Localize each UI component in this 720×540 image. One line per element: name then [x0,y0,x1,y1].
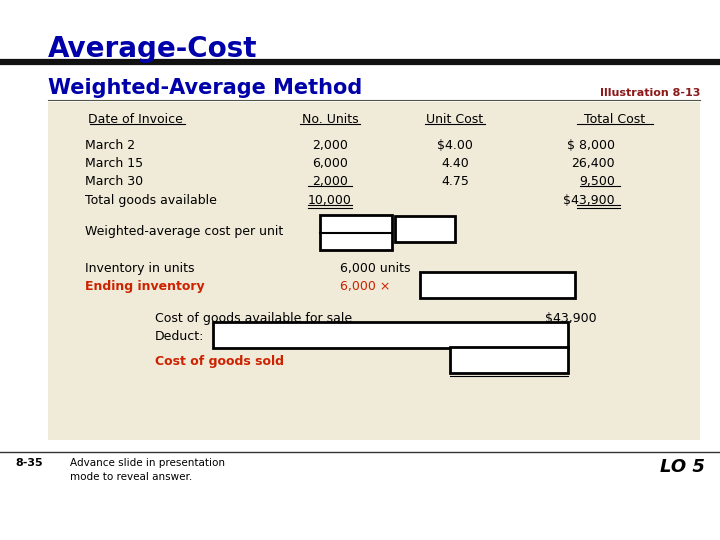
Text: Unit Cost: Unit Cost [426,113,484,126]
Text: Advance slide in presentation: Advance slide in presentation [70,458,225,468]
Bar [420,272,575,298]
Text: March 30: March 30 [85,175,143,188]
Text: 6,000 units: 6,000 units [340,262,410,275]
Text: 2,000: 2,000 [312,175,348,188]
Text: March 15: March 15 [85,157,143,170]
Text: Weighted-average cost per unit: Weighted-average cost per unit [85,225,283,238]
Bar [48,102,700,440]
Text: Illustration 8-13: Illustration 8-13 [600,88,700,98]
Text: 4.40: 4.40 [441,157,469,170]
Text: $4.00: $4.00 [437,139,473,152]
Text: $ 8,000: $ 8,000 [567,139,615,152]
Bar [320,215,392,250]
Text: Average-Cost: Average-Cost [48,35,258,63]
Text: Deduct:: Deduct: [155,330,204,343]
Text: Date of Invoice: Date of Invoice [88,113,182,126]
Text: 26,400: 26,400 [572,157,615,170]
Text: LO 5: LO 5 [660,458,705,476]
Text: Weighted-Average Method: Weighted-Average Method [48,78,362,98]
Text: No. Units: No. Units [302,113,359,126]
Text: 4.75: 4.75 [441,175,469,188]
Bar [450,347,568,373]
Text: Ending inventory: Ending inventory [85,280,204,293]
Text: $43,900: $43,900 [563,194,615,207]
Bar [395,216,455,242]
Text: 6,000: 6,000 [312,157,348,170]
Text: 10,000: 10,000 [308,194,352,207]
Text: Inventory in units: Inventory in units [85,262,194,275]
Text: 6,000 ×: 6,000 × [340,280,390,293]
Text: Total goods available: Total goods available [85,194,217,207]
Text: March 2: March 2 [85,139,135,152]
Text: Cost of goods available for sale: Cost of goods available for sale [155,312,352,325]
Text: 9,500: 9,500 [579,175,615,188]
Text: $43,900: $43,900 [545,312,597,325]
Text: Cost of goods sold: Cost of goods sold [155,355,284,368]
Bar [213,322,568,348]
Text: 2,000: 2,000 [312,139,348,152]
Text: 8-35: 8-35 [15,458,42,468]
Text: Total Cost: Total Cost [585,113,646,126]
Text: mode to reveal answer.: mode to reveal answer. [70,472,192,482]
